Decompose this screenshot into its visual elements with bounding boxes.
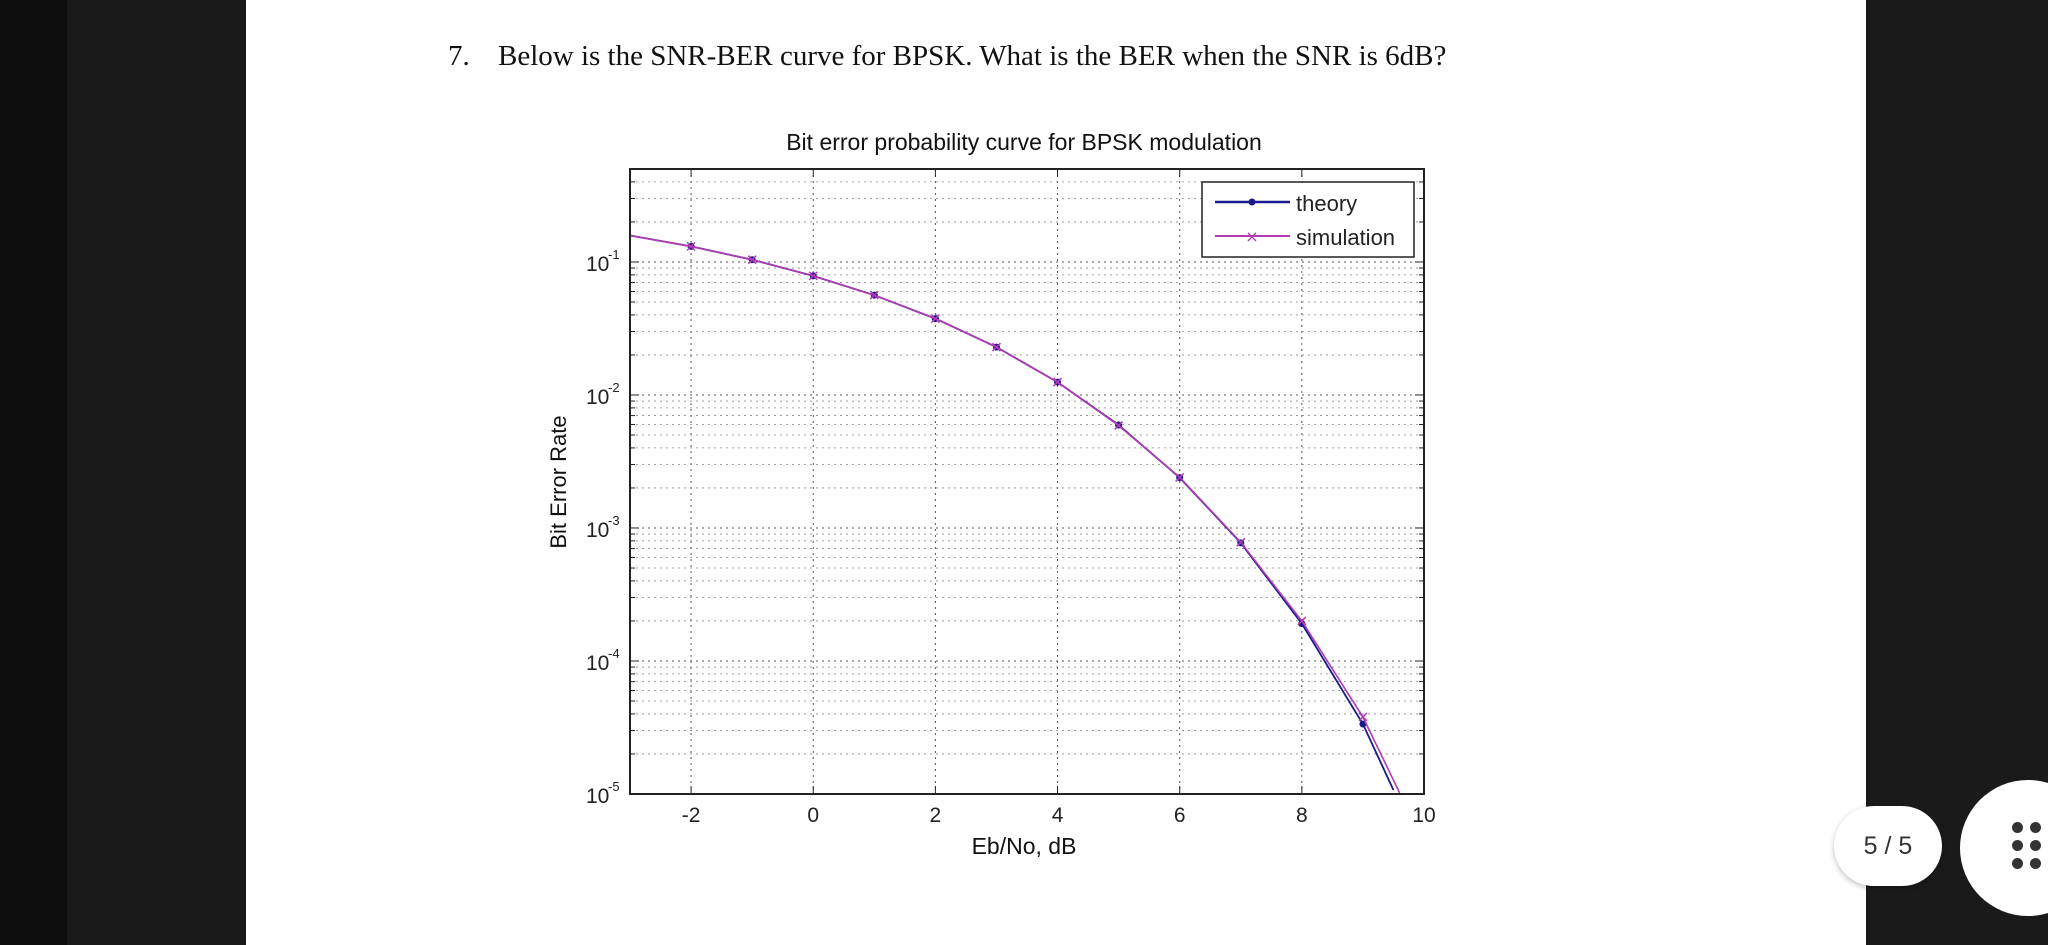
x-tick-label: -2 <box>682 804 701 827</box>
y-tick-label-exponent: -3 <box>608 513 620 528</box>
y-tick-label-exponent: -4 <box>608 646 620 661</box>
menu-dots-icon <box>2030 840 2041 851</box>
x-tick-label: 4 <box>1052 804 1064 827</box>
menu-dots-icon <box>2012 840 2023 851</box>
legend-theory-label: theory <box>1296 191 1357 216</box>
x-tick-label: 10 <box>1412 804 1435 827</box>
data-point-simulation <box>991 342 1001 352</box>
y-tick-label: 10 <box>586 386 609 409</box>
marker-stroke <box>1114 420 1124 430</box>
menu-dots-icon <box>2012 822 2023 833</box>
data-point-simulation <box>1053 377 1063 387</box>
y-tick-label-exponent: -1 <box>608 247 620 262</box>
menu-dots-icon <box>2030 858 2041 869</box>
left-margin <box>0 0 67 945</box>
page-counter: 5 / 5 <box>1834 806 1942 886</box>
marker-stroke <box>1297 616 1307 626</box>
marker-stroke <box>747 255 757 265</box>
legend-theory-marker <box>1248 198 1256 206</box>
data-point-simulation <box>1358 712 1368 722</box>
data-point-simulation <box>930 314 940 324</box>
data-point-simulation <box>808 271 818 281</box>
chart-title: Bit error probability curve for BPSK mod… <box>786 129 1262 155</box>
marker-stroke <box>1053 377 1063 387</box>
y-tick-label: 10 <box>586 253 609 276</box>
x-tick-label: 2 <box>930 804 942 827</box>
menu-dots-icon <box>2012 858 2023 869</box>
data-point-simulation <box>1175 472 1185 482</box>
question-text: 7. Below is the SNR-BER curve for BPSK. W… <box>448 40 1446 73</box>
data-point-simulation <box>869 290 879 300</box>
x-tick-label: 6 <box>1174 804 1186 827</box>
marker-stroke <box>1175 472 1185 482</box>
data-point-simulation <box>686 241 696 251</box>
x-tick-label: 8 <box>1296 804 1308 827</box>
document-page <box>246 0 1866 945</box>
x-tick-label: 0 <box>807 804 819 827</box>
data-point-simulation <box>747 255 757 265</box>
data-point-simulation <box>1236 537 1246 547</box>
data-point-simulation <box>1114 420 1124 430</box>
x-axis-label: Eb/No, dB <box>972 833 1077 859</box>
y-tick-label: 10 <box>586 785 609 808</box>
series-line-theory <box>629 234 1395 791</box>
marker-stroke <box>869 290 879 300</box>
y-axis-label: Bit Error Rate <box>546 415 571 548</box>
data-point-simulation <box>1297 616 1307 626</box>
series-line-simulation <box>629 234 1401 794</box>
y-tick-label: 10 <box>586 519 609 542</box>
y-tick-label-exponent: -5 <box>608 779 620 794</box>
marker-stroke <box>1236 537 1246 547</box>
marker-stroke <box>686 241 696 251</box>
question-number: 7. <box>448 40 470 72</box>
marker-stroke <box>930 314 940 324</box>
series-layer <box>629 234 1401 794</box>
marker-stroke <box>1358 712 1368 722</box>
plot-frame <box>629 168 1425 795</box>
legend: theory × simulation <box>1201 181 1415 258</box>
question-body: Below is the SNR-BER curve for BPSK. Wha… <box>498 40 1447 72</box>
y-tick-label-exponent: -2 <box>608 380 620 395</box>
y-tick-label: 10 <box>586 652 609 675</box>
menu-dots-icon <box>2030 822 2041 833</box>
legend-simulation-label: simulation <box>1296 225 1395 250</box>
marker-stroke <box>808 271 818 281</box>
legend-box <box>1201 181 1415 258</box>
legend-simulation-marker: × <box>1245 227 1258 246</box>
marker-stroke <box>991 342 1001 352</box>
